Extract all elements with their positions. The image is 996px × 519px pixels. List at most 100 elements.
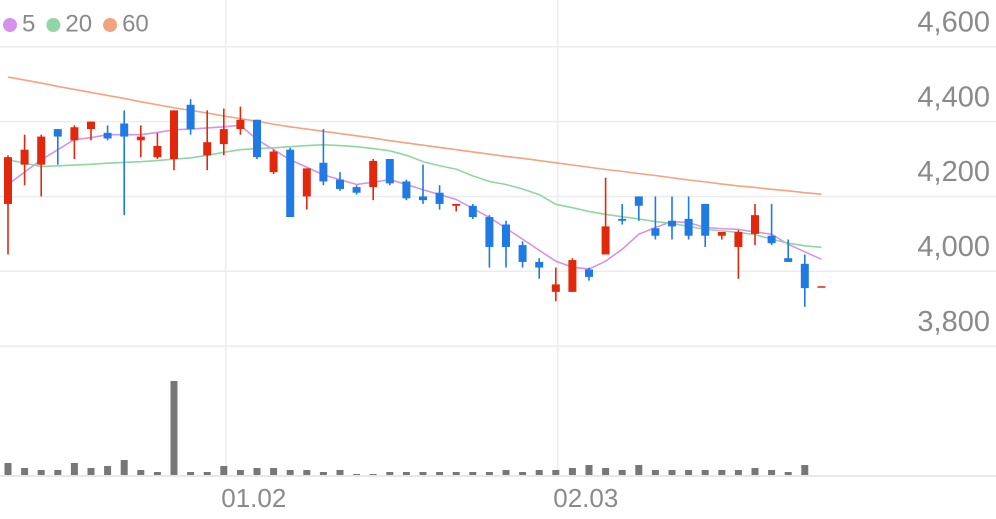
volume-bar	[635, 465, 643, 475]
candle-body	[800, 263, 809, 289]
x-tick-label: 01.02	[221, 483, 286, 513]
legend-marker	[46, 18, 61, 32]
candle-body	[219, 129, 228, 145]
candle-body	[419, 196, 427, 201]
candle-body	[336, 179, 344, 189]
candle-body	[402, 181, 411, 199]
y-tick-label: 4,000	[917, 231, 990, 263]
volume-bar	[452, 472, 460, 475]
volume-bar	[751, 468, 759, 475]
volume-bar	[253, 468, 261, 475]
volume-bar	[436, 472, 444, 475]
candle-body	[767, 235, 776, 244]
volume-bar	[402, 472, 410, 475]
candle-body	[651, 228, 660, 236]
volume-bar	[4, 463, 12, 475]
candle-body	[269, 151, 278, 173]
volume-bar	[303, 470, 311, 475]
volume-bar	[104, 466, 112, 475]
candle-body	[668, 220, 676, 227]
candle-body	[53, 129, 62, 137]
candle-body	[37, 136, 46, 165]
candle-body	[535, 261, 544, 268]
legend-label: 5	[22, 10, 35, 37]
volume-bar	[668, 470, 676, 475]
candle-body	[634, 196, 643, 206]
candle-body	[203, 142, 212, 156]
legend-label: 60	[122, 10, 149, 37]
x-tick-label: 02.03	[553, 483, 618, 513]
candle-body	[684, 218, 693, 236]
volume-bar	[270, 468, 278, 475]
legend-label: 20	[65, 10, 92, 37]
candle-body	[70, 127, 79, 141]
candle-body	[518, 245, 527, 262]
candle-body	[701, 203, 710, 236]
candle-body	[585, 269, 593, 277]
volume-bar	[535, 470, 543, 475]
volume-bar	[585, 465, 593, 475]
volume-bar	[784, 472, 792, 475]
volume-bar	[120, 460, 128, 475]
volume-bar	[336, 470, 344, 475]
candle-body	[236, 119, 245, 130]
volume-bar	[236, 470, 244, 475]
volume-bar	[220, 466, 228, 475]
candle-body	[4, 157, 12, 204]
candle-body	[385, 159, 394, 184]
legend-marker	[3, 18, 17, 32]
legend-marker	[103, 18, 118, 32]
volume-bar	[70, 463, 78, 475]
candle-body	[618, 218, 627, 221]
volume-bar	[54, 470, 62, 475]
volume-bar	[801, 465, 809, 475]
volume-bar	[519, 472, 527, 475]
candle-body	[20, 149, 29, 165]
candle-body	[319, 162, 328, 182]
volume-bar	[469, 472, 477, 475]
volume-bar	[602, 468, 610, 475]
volume-bar	[718, 470, 726, 475]
ma-line	[7, 76, 822, 196]
candle-body	[502, 224, 510, 247]
volume-bar	[21, 468, 29, 475]
candle-body	[568, 260, 577, 292]
candle-body	[286, 149, 295, 218]
volume-bar	[187, 472, 195, 475]
candle-body	[734, 232, 743, 247]
volume-bar	[701, 470, 709, 475]
volume-bar	[419, 472, 427, 475]
candle-body	[302, 168, 311, 197]
candle-body	[136, 136, 145, 141]
candle-body	[120, 123, 129, 137]
candle-body	[468, 205, 477, 218]
volume-bar	[568, 468, 576, 475]
volume-bar	[502, 470, 510, 475]
volume-bar	[618, 470, 626, 475]
candle-body	[253, 119, 261, 158]
volume-bar	[734, 470, 742, 475]
candle-body	[784, 258, 793, 262]
volume-bar	[768, 470, 776, 475]
volume-bar	[137, 470, 145, 475]
volume-bar	[369, 474, 377, 475]
y-tick-label: 3,800	[917, 306, 990, 338]
volume-bar	[485, 472, 493, 475]
volume-bar	[153, 472, 161, 475]
volume-bar	[386, 472, 394, 475]
volume-bar	[651, 470, 659, 475]
candle-body	[751, 215, 759, 234]
candle-body	[369, 160, 378, 188]
candle-body	[186, 104, 195, 130]
volume-bar	[87, 468, 95, 475]
candle-body	[551, 284, 560, 292]
volume-bar	[170, 381, 178, 475]
candle-body	[153, 145, 162, 158]
volume-bar	[319, 472, 327, 475]
volume-bar	[37, 470, 45, 475]
volume-bar	[685, 470, 693, 475]
volume-bar	[353, 474, 361, 475]
candle-body	[87, 121, 95, 130]
candle-body	[817, 286, 826, 288]
